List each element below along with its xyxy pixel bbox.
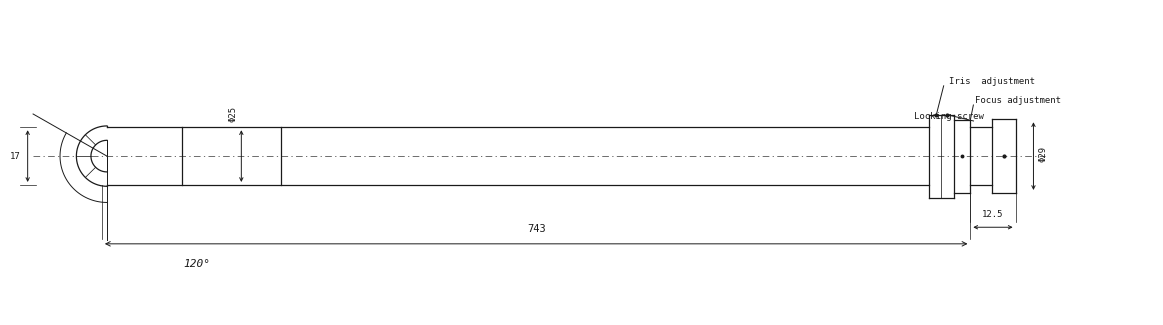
Text: 17: 17: [10, 151, 21, 161]
Text: Locking screw: Locking screw: [914, 112, 984, 121]
Text: 12.5: 12.5: [983, 210, 1004, 219]
Text: Φ25: Φ25: [229, 106, 238, 123]
Text: Focus adjustment: Focus adjustment: [976, 96, 1062, 105]
Text: 743: 743: [527, 224, 545, 234]
Polygon shape: [77, 126, 107, 186]
Text: Φ29: Φ29: [1039, 146, 1048, 162]
Text: Iris  adjustment: Iris adjustment: [949, 77, 1035, 86]
Text: 120°: 120°: [183, 259, 211, 269]
